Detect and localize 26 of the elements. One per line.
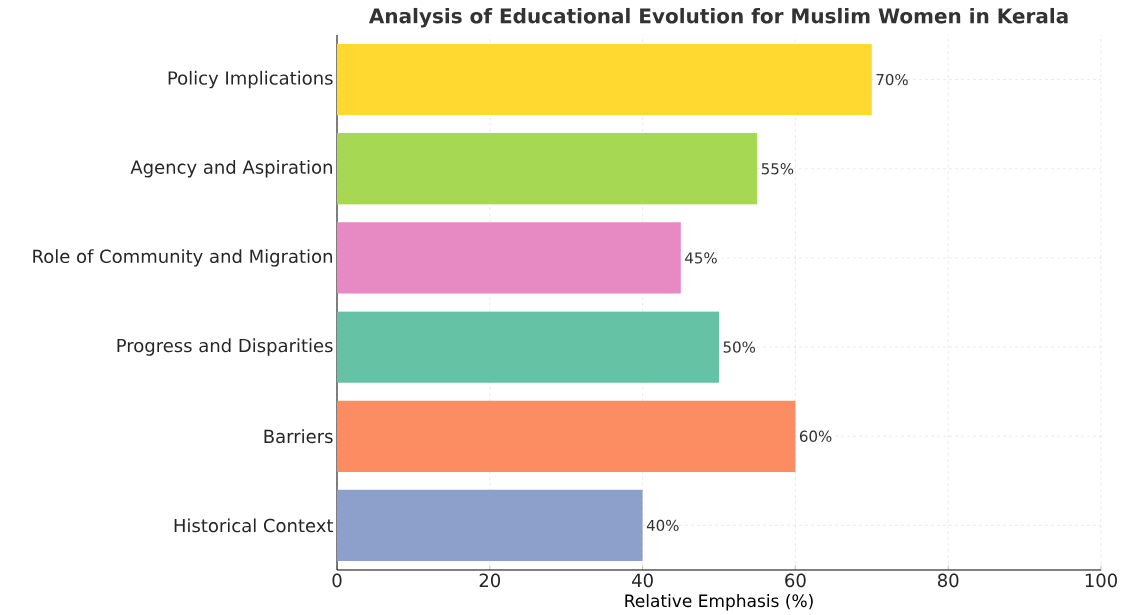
x-tick-label: 80 bbox=[937, 573, 959, 588]
y-tick-label: Agency and Aspiration bbox=[130, 160, 332, 178]
bar bbox=[337, 43, 872, 116]
y-tick-label: Policy Implications bbox=[168, 70, 333, 89]
y-tick-label: Role of Community and Migration bbox=[33, 249, 332, 267]
bar bbox=[337, 400, 796, 472]
x-tick-label: 20 bbox=[479, 573, 501, 588]
bar bbox=[337, 222, 681, 294]
data-label: 60% bbox=[799, 430, 832, 442]
y-tick-label: Progress and Disparities bbox=[117, 338, 333, 356]
y-tick-label: Barriers bbox=[264, 429, 333, 444]
bar bbox=[337, 133, 758, 205]
data-label: 40% bbox=[646, 519, 679, 532]
bar bbox=[337, 489, 643, 562]
x-tick-label: 40 bbox=[632, 573, 653, 588]
data-label: 70% bbox=[876, 73, 908, 86]
x-tick-label: 60 bbox=[785, 573, 806, 588]
x-tick-label: 100 bbox=[1085, 573, 1117, 588]
data-label: 50% bbox=[723, 341, 756, 353]
data-label: 55% bbox=[761, 163, 794, 175]
y-tick-label: Historical Context bbox=[174, 518, 334, 533]
bar bbox=[337, 311, 719, 383]
x-tick-label: 0 bbox=[332, 573, 342, 588]
x-axis-title: Relative Emphasis (%) bbox=[625, 593, 813, 611]
chart-title: Analysis of Educational Evolution for Muslim Women in Kerala bbox=[368, 7, 1068, 28]
data-label: 45% bbox=[685, 252, 717, 264]
